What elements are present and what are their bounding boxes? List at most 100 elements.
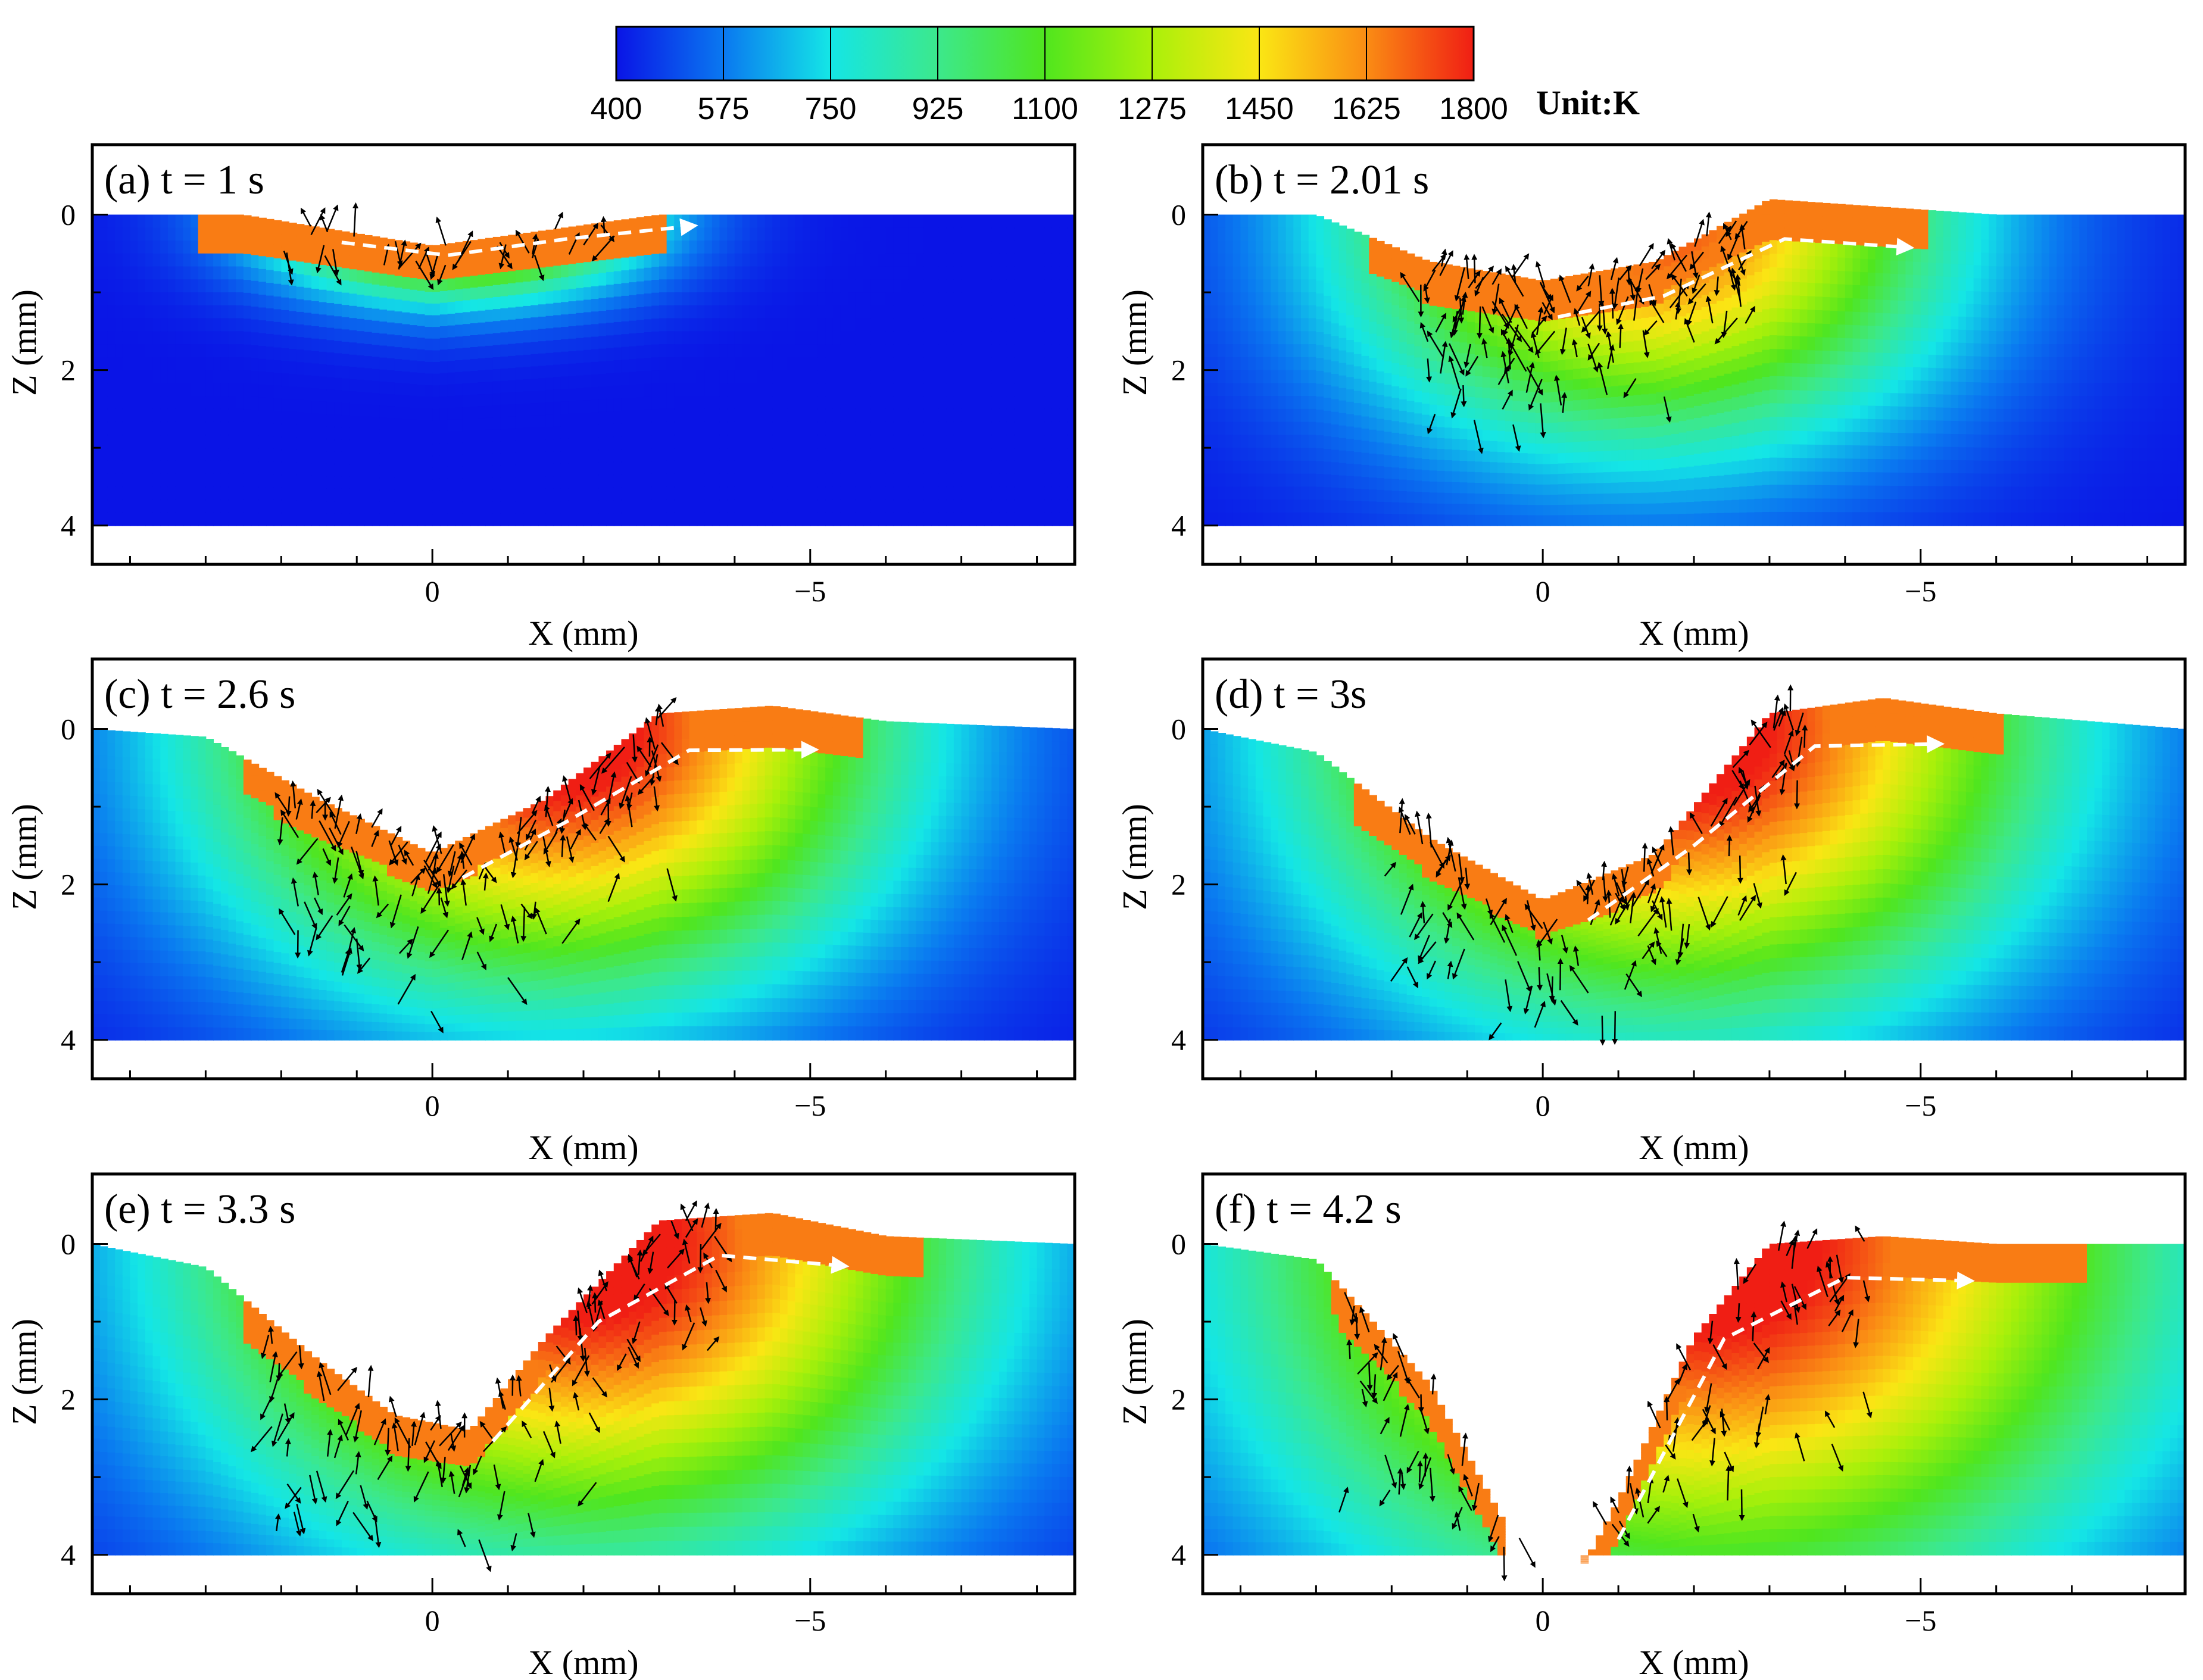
temperature-cell xyxy=(1361,355,1370,369)
temperature-cell xyxy=(1724,411,1733,425)
temperature-cell xyxy=(387,310,395,323)
temperature-cell xyxy=(485,286,494,299)
temperature-cell xyxy=(576,238,584,251)
temperature-cell xyxy=(1346,488,1355,502)
temperature-cell xyxy=(1210,344,1219,358)
temperature-cell xyxy=(742,305,751,319)
temperature-cell xyxy=(243,513,252,526)
temperature-cell xyxy=(885,512,894,526)
temperature-cell xyxy=(538,292,547,305)
temperature-cell xyxy=(334,476,342,489)
temperature-cell xyxy=(1225,344,1234,358)
temperature-cell xyxy=(1316,267,1325,282)
temperature-cell xyxy=(1232,421,1241,436)
temperature-cell xyxy=(1232,512,1241,526)
temperature-cell xyxy=(160,383,168,397)
temperature-cell xyxy=(1037,435,1046,449)
temperature-cell xyxy=(1709,291,1718,305)
temperature-cell xyxy=(1022,435,1030,449)
temperature-cell xyxy=(1414,469,1423,482)
temperature-cell xyxy=(319,264,327,278)
temperature-cell xyxy=(961,344,970,358)
temperature-cell xyxy=(1067,512,1075,526)
temperature-cell xyxy=(757,408,766,423)
temperature-cell xyxy=(750,214,758,229)
temperature-cell xyxy=(281,373,289,387)
temperature-cell xyxy=(523,257,532,270)
temperature-cell xyxy=(99,460,108,474)
temperature-cell xyxy=(213,305,221,319)
temperature-cell xyxy=(1353,476,1362,490)
temperature-cell xyxy=(1051,266,1060,280)
temperature-cell xyxy=(629,461,637,475)
temperature-cell xyxy=(1006,318,1015,332)
temperature-cell xyxy=(1497,494,1506,505)
temperature-cell xyxy=(840,344,849,358)
temperature-cell xyxy=(1671,445,1680,458)
temperature-cell xyxy=(152,344,161,358)
temperature-cell xyxy=(417,432,426,444)
temperature-cell xyxy=(1731,243,1740,257)
temperature-cell xyxy=(591,475,600,489)
temperature-cell xyxy=(576,400,584,414)
temperature-cell xyxy=(304,275,313,289)
temperature-cell xyxy=(810,370,819,384)
temperature-cell xyxy=(1497,346,1506,358)
temperature-cell xyxy=(591,412,600,426)
temperature-cell xyxy=(183,279,191,293)
temperature-cell xyxy=(908,318,917,332)
temperature-cell xyxy=(432,385,441,398)
temperature-cell xyxy=(855,266,864,280)
temperature-cell xyxy=(1301,266,1309,280)
temperature-cell xyxy=(1255,421,1264,436)
temperature-cell xyxy=(1520,329,1528,341)
temperature-cell xyxy=(870,383,879,397)
temperature-cell xyxy=(432,502,441,515)
temperature-cell xyxy=(167,408,176,423)
temperature-cell xyxy=(92,241,101,254)
temperature-cell xyxy=(666,460,675,474)
temperature-cell xyxy=(780,408,788,423)
temperature-cell xyxy=(923,421,932,436)
temperature-cell xyxy=(1641,394,1649,406)
temperature-cell xyxy=(296,274,305,288)
temperature-cell xyxy=(803,421,811,436)
temperature-cell xyxy=(689,435,698,449)
temperature-cell xyxy=(1603,386,1612,398)
temperature-cell xyxy=(1067,408,1075,423)
temperature-cell xyxy=(1724,348,1733,362)
temperature-cell xyxy=(1731,487,1740,501)
temperature-cell xyxy=(1603,280,1612,292)
temperature-cell xyxy=(417,396,426,409)
temperature-cell xyxy=(969,279,977,293)
temperature-cell xyxy=(832,460,841,474)
temperature-cell xyxy=(750,396,758,410)
temperature-cell xyxy=(742,279,751,293)
temperature-cell xyxy=(1429,295,1438,307)
temperature-cell xyxy=(478,251,486,264)
temperature-cell xyxy=(712,408,720,423)
temperature-cell xyxy=(1399,479,1408,492)
temperature-cell xyxy=(1648,404,1657,417)
temperature-cell xyxy=(402,324,411,337)
temperature-cell xyxy=(712,344,720,358)
temperature-cell xyxy=(1014,357,1023,371)
temperature-cell xyxy=(583,224,592,238)
temperature-cell xyxy=(1399,457,1408,469)
temperature-cell xyxy=(1550,402,1559,413)
temperature-cell xyxy=(991,214,1000,229)
temperature-cell xyxy=(1285,318,1294,332)
temperature-cell xyxy=(334,402,342,416)
temperature-cell xyxy=(621,461,630,475)
temperature-cell xyxy=(1490,367,1498,379)
temperature-cell xyxy=(1739,291,1748,305)
temperature-cell xyxy=(1225,266,1234,280)
temperature-cell xyxy=(659,331,667,345)
temperature-cell xyxy=(326,327,335,341)
temperature-cell xyxy=(817,396,826,410)
temperature-cell xyxy=(606,474,614,488)
temperature-cell xyxy=(878,421,887,436)
temperature-cell xyxy=(1225,408,1234,423)
temperature-cell xyxy=(1384,408,1393,421)
temperature-cell xyxy=(1444,318,1453,330)
